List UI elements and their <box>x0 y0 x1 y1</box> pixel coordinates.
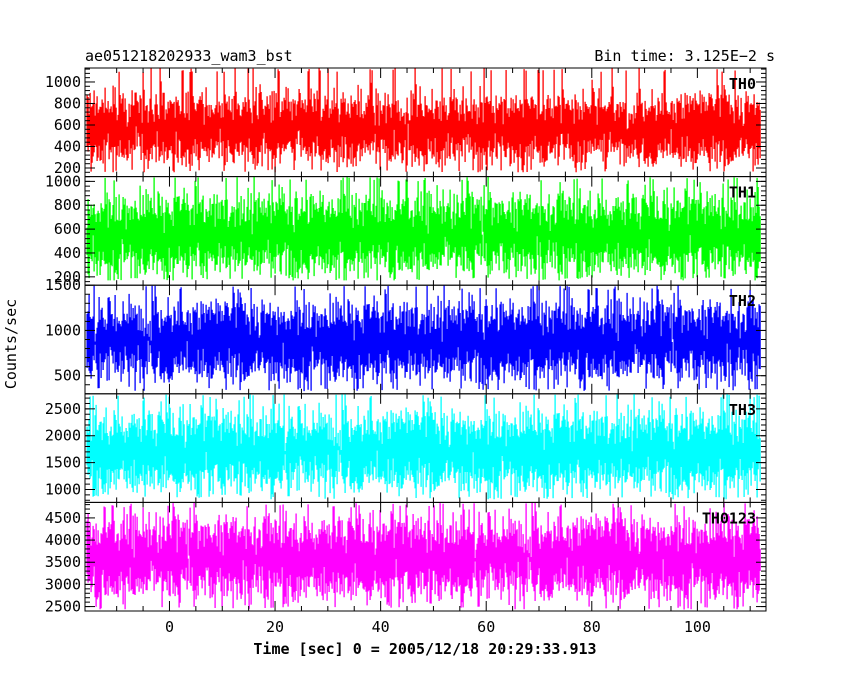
panel-th1: 200 400 600 800 1000 TH1 <box>45 172 767 286</box>
bin-time-label: Bin time: 3.125E−2 s <box>594 47 775 65</box>
x-tick-label: 60 <box>477 618 495 636</box>
series-th1 <box>86 176 761 281</box>
y-tick-label: 1000 <box>45 480 81 498</box>
y-axis-label: Counts/sec <box>2 299 20 389</box>
x-tick-label: 40 <box>372 618 390 636</box>
y-tick-label: 600 <box>54 116 81 134</box>
panel-th2: 500 1000 1500 TH2 <box>45 276 767 395</box>
y-tick-label: 800 <box>54 196 81 214</box>
panel-th0: 200 400 600 800 1000 TH0 <box>45 67 767 178</box>
y-tick-label: 4000 <box>45 531 81 549</box>
y-tick-label: 3000 <box>45 575 81 593</box>
y-tick-label: 800 <box>54 94 81 112</box>
y-tick-label: 2500 <box>45 598 81 616</box>
series-label-th2: TH2 <box>729 292 756 310</box>
x-tick-label: 80 <box>583 618 601 636</box>
series-th2 <box>86 285 761 392</box>
series-label-th0123: TH0123 <box>702 509 756 527</box>
panels-group: 200 400 600 800 1000 TH0 200 400 600 800 1000 TH1 50… <box>45 67 767 616</box>
y-tick-label: 1500 <box>45 454 81 472</box>
series-label-th1: TH1 <box>729 184 756 202</box>
y-tick-label: 2500 <box>45 400 81 418</box>
y-tick-label: 1000 <box>45 172 81 190</box>
y-tick-label: 400 <box>54 137 81 155</box>
chart-title: ae051218202933_wam3_bst <box>85 47 293 65</box>
panel-th3: 1000 1500 2000 2500 TH3 <box>45 393 767 503</box>
y-tick-label: 600 <box>54 220 81 238</box>
y-tick-label: 200 <box>54 159 81 177</box>
y-tick-label: 1500 <box>45 276 81 294</box>
x-axis-label: Time [sec] 0 = 2005/12/18 20:29:33.913 <box>253 640 596 658</box>
x-tick-label: 100 <box>684 618 711 636</box>
y-tick-label: 3500 <box>45 553 81 571</box>
panel-th0123: 2500 3000 3500 4000 4500 TH0123 <box>45 501 767 616</box>
series-label-th3: TH3 <box>729 401 756 419</box>
x-tick-label: 20 <box>266 618 284 636</box>
y-tick-label: 1000 <box>45 321 81 339</box>
y-tick-label: 400 <box>54 244 81 262</box>
x-tick-label: 0 <box>165 618 174 636</box>
series-th0123 <box>86 502 761 610</box>
series-label-th0: TH0 <box>729 75 756 93</box>
series-th3 <box>86 393 761 500</box>
y-tick-label: 1000 <box>45 73 81 91</box>
y-tick-label: 2000 <box>45 427 81 445</box>
series-th0 <box>86 68 761 173</box>
y-tick-label: 200 <box>54 268 81 286</box>
y-tick-label: 500 <box>54 367 81 385</box>
x-axis: 0 20 40 60 80 100 <box>165 618 711 636</box>
panel-frame <box>84 501 767 612</box>
y-tick-label: 4500 <box>45 509 81 527</box>
